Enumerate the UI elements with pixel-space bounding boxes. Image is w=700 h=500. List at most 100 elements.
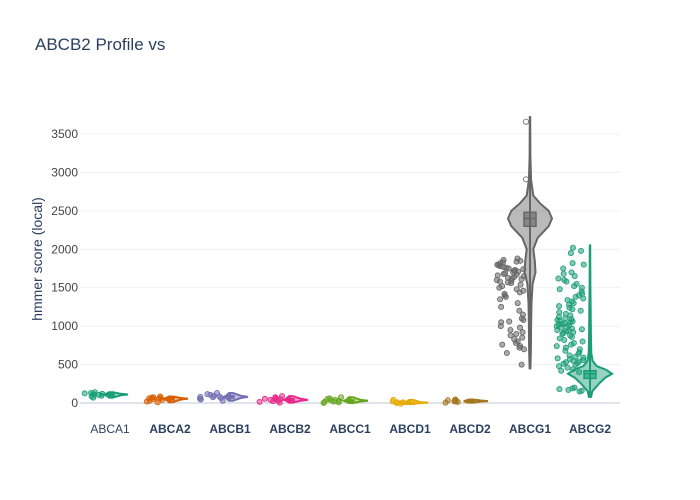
point-ABCG2-8 [571, 273, 578, 280]
series-ABCA1 [81, 389, 129, 401]
series-ABCD2 [442, 396, 489, 406]
point-ABCG1-42 [497, 296, 504, 303]
point-ABCG2-83 [576, 369, 583, 376]
x-axis-ticks: ABCA1 ABCA2 ABCB1 ABCB2 ABCC1 ABCD1 ABCD2 ABCG1… [90, 422, 611, 436]
y-tick-label-3500: 3500 [51, 127, 78, 141]
point-ABCG2-2 [567, 250, 574, 257]
point-ABCG1-53 [507, 326, 514, 333]
point-ABCG1-38 [516, 289, 523, 296]
point-ABCG1-64 [520, 346, 527, 353]
point-ABCG2-60 [568, 341, 575, 348]
point-ABCG1-33 [517, 281, 524, 288]
series-ABCD1 [389, 396, 429, 407]
point-ABCG2-81 [570, 366, 577, 373]
box-ABCG2 [583, 369, 597, 380]
x-tick-label-ABCD2: ABCD2 [449, 422, 491, 436]
point-ABCG1-52 [516, 324, 523, 331]
point-ABCG1-45 [516, 307, 523, 314]
point-ABCG1-49 [506, 318, 513, 325]
plot-area [81, 116, 614, 407]
point-ABCG1-54 [519, 329, 526, 336]
y-tick-label-2000: 2000 [51, 242, 78, 256]
point-ABCB2-7 [261, 395, 268, 402]
point-ABCC1-6 [332, 396, 339, 403]
point-ABCG1-57 [519, 334, 526, 341]
point-ABCA1-6 [99, 390, 106, 397]
point-ABCG2-0 [569, 244, 576, 251]
point-ABCD1-6 [390, 396, 397, 403]
x-tick-label-ABCG1: ABCG1 [509, 422, 551, 436]
point-ABCG2-86 [556, 386, 563, 393]
point-ABCG2-58 [579, 338, 586, 345]
point-ABCG2-6 [568, 269, 575, 276]
series-ABCB1 [196, 390, 249, 404]
point-ABCG1-44 [498, 303, 505, 310]
y-axis-label: hmmer score (local) [29, 197, 45, 321]
x-tick-label-ABCA2: ABCA2 [149, 422, 191, 436]
box-ABCG1 [523, 211, 537, 227]
y-tick-label-0: 0 [71, 396, 78, 410]
point-ABCG1-51 [497, 323, 504, 330]
y-tick-label-2500: 2500 [51, 204, 78, 218]
point-ABCG1-55 [513, 330, 520, 337]
point-ABCG1-65 [503, 350, 510, 357]
point-ABCG1-61 [499, 341, 506, 348]
grid-layer [80, 133, 620, 404]
point-ABCG1-27 [518, 276, 525, 283]
y-tick-label-500: 500 [58, 358, 78, 372]
point-ABCG2-77 [560, 360, 567, 367]
x-tick-label-ABCB1: ABCB1 [209, 422, 251, 436]
point-ABCB2-4 [267, 396, 274, 403]
point-ABCG1-1 [523, 176, 530, 183]
point-ABCG2-5 [560, 265, 567, 272]
point-ABCG1-41 [502, 293, 509, 300]
point-ABCC1-9 [338, 394, 345, 401]
point-ABCG2-13 [571, 283, 578, 290]
point-ABCG1-35 [496, 284, 503, 291]
point-ABCG1-0 [523, 118, 530, 125]
y-axis-ticks: 0 500 1000 1500 2000 2500 3000 3500 [51, 127, 78, 410]
point-ABCG2-28 [577, 307, 584, 314]
point-ABCG2-82 [558, 367, 565, 374]
point-ABCG1-56 [507, 332, 514, 339]
point-ABCG1-13 [505, 265, 512, 272]
series-ABCC1 [320, 394, 369, 406]
point-ABCG2-7 [560, 270, 567, 277]
point-ABCG2-1 [578, 247, 585, 254]
y-tick-label-1000: 1000 [51, 319, 78, 333]
point-ABCB1-5 [197, 393, 204, 400]
point-ABCG2-9 [555, 275, 562, 282]
point-ABCA1-7 [81, 390, 88, 397]
point-ABCG2-20 [580, 295, 587, 302]
point-ABCB2-1 [256, 398, 263, 405]
y-tick-label-3000: 3000 [51, 165, 78, 179]
point-ABCG2-80 [564, 364, 571, 371]
x-tick-label-ABCG2: ABCG2 [569, 422, 611, 436]
x-tick-label-ABCC1: ABCC1 [329, 422, 371, 436]
point-ABCB2-10 [279, 393, 286, 400]
series-ABCA2 [143, 393, 189, 406]
point-ABCD1-3 [400, 399, 407, 406]
point-ABCD2-6 [452, 396, 459, 403]
point-ABCB1-9 [204, 391, 211, 398]
point-ABCG1-60 [512, 340, 519, 347]
point-ABCG2-61 [553, 343, 560, 350]
point-ABCA2-10 [157, 393, 164, 400]
point-ABCG2-25 [556, 303, 563, 310]
point-ABCG1-20 [500, 270, 507, 277]
point-ABCB2-9 [272, 394, 279, 401]
point-ABCG1-14 [520, 266, 527, 273]
x-tick-label-ABCD1: ABCD1 [389, 422, 431, 436]
point-ABCG2-48 [554, 326, 561, 333]
point-ABCC1-8 [326, 395, 333, 402]
point-ABCG1-48 [520, 316, 527, 323]
point-ABCB1-10 [214, 390, 221, 397]
point-ABCG2-11 [563, 278, 570, 285]
point-ABCG2-3 [569, 260, 576, 267]
point-ABCG2-53 [559, 330, 566, 337]
chart-title: ABCB2 Profile vs [35, 35, 165, 54]
point-ABCG2-19 [572, 293, 579, 300]
point-ABCG1-43 [514, 300, 521, 307]
